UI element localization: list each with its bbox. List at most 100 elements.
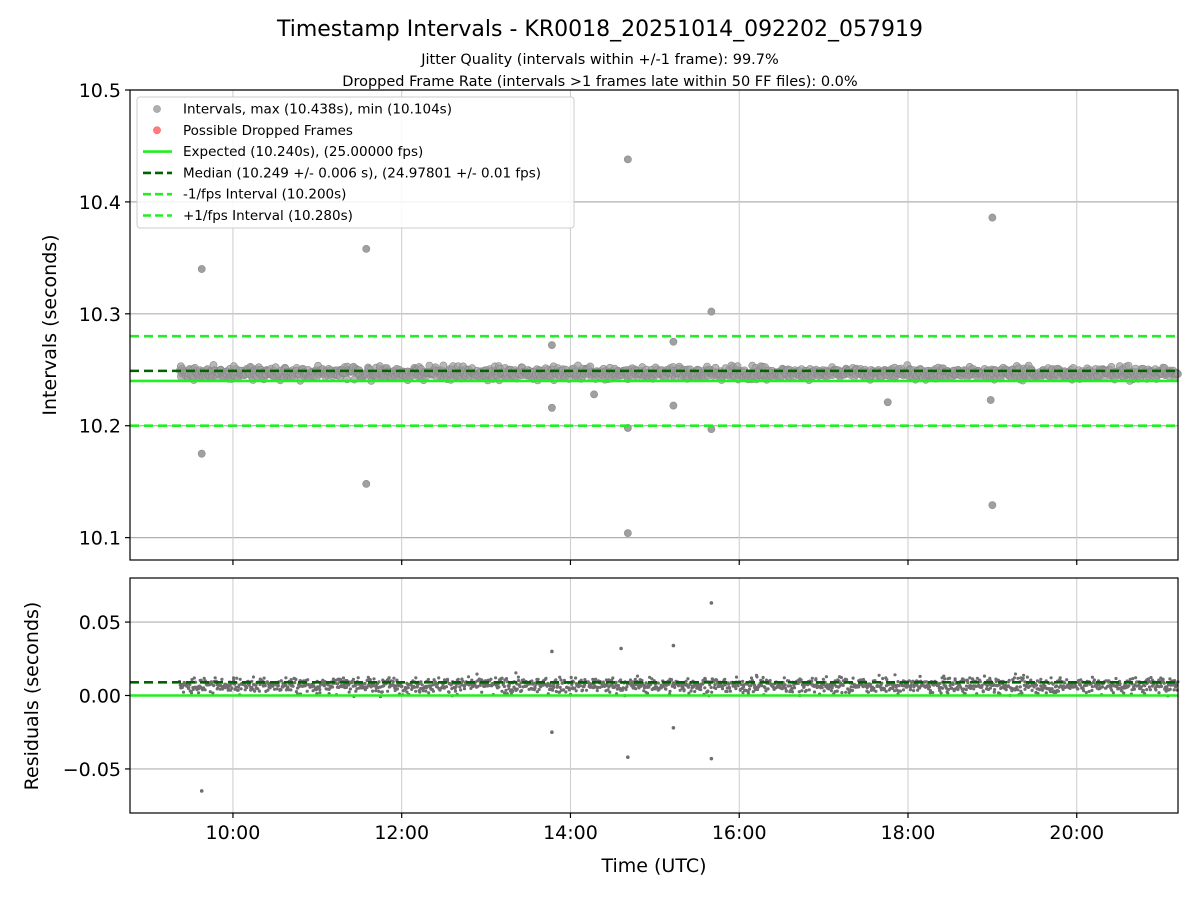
residual-point bbox=[962, 687, 966, 691]
legend: Intervals, max (10.438s), min (10.104s) P… bbox=[136, 96, 575, 229]
residual-point bbox=[437, 676, 441, 680]
residual-point bbox=[727, 686, 732, 690]
residual-point bbox=[610, 683, 614, 687]
residual-point bbox=[1051, 682, 1055, 686]
residual-point bbox=[888, 686, 892, 691]
residual-point bbox=[720, 687, 725, 691]
residual-point bbox=[279, 688, 283, 692]
residual-point bbox=[449, 683, 453, 687]
residual-point bbox=[459, 688, 463, 692]
x-axis-label: Time (UTC) bbox=[600, 855, 706, 877]
residual-point bbox=[1161, 677, 1165, 681]
residual-point bbox=[365, 678, 369, 683]
chart-subtitle-jitter: Jitter Quality (intervals within +/-1 fr… bbox=[420, 52, 779, 68]
residual-point bbox=[723, 683, 727, 687]
residual-point bbox=[1004, 688, 1008, 692]
residual-point bbox=[728, 689, 733, 693]
residual-point bbox=[1157, 678, 1161, 682]
interval-outlier-point bbox=[623, 529, 632, 538]
residual-point bbox=[824, 675, 829, 679]
interval-outlier-point bbox=[883, 398, 892, 407]
residual-point bbox=[766, 687, 770, 691]
residual-point bbox=[839, 675, 844, 680]
residuals-y-tick-label: 0.05 bbox=[79, 612, 121, 634]
residual-point bbox=[992, 690, 996, 694]
residual-point bbox=[356, 676, 360, 680]
residual-point bbox=[928, 685, 932, 689]
residual-point bbox=[326, 683, 330, 687]
residual-point bbox=[790, 686, 794, 690]
residual-point bbox=[727, 682, 731, 686]
residual-point bbox=[928, 689, 933, 693]
residual-point bbox=[573, 686, 577, 690]
residual-point bbox=[341, 676, 346, 680]
residual-point bbox=[1114, 676, 1118, 681]
residual-point bbox=[480, 690, 484, 694]
residual-point bbox=[676, 684, 681, 688]
residual-point bbox=[515, 687, 519, 691]
interval-point bbox=[1124, 361, 1133, 370]
residual-point bbox=[966, 680, 970, 685]
residual-point bbox=[682, 688, 686, 692]
residual-point bbox=[830, 686, 834, 690]
residual-point bbox=[994, 677, 998, 681]
residual-point bbox=[633, 677, 637, 682]
residual-point bbox=[1127, 684, 1131, 688]
residual-point bbox=[192, 676, 196, 680]
legend-label: -1/fps Interval (10.200s) bbox=[183, 187, 346, 203]
residual-point bbox=[939, 691, 943, 695]
residual-point bbox=[747, 687, 752, 691]
residual-point bbox=[419, 680, 423, 684]
residual-point bbox=[595, 689, 599, 693]
residual-outlier-point bbox=[199, 789, 204, 793]
residual-point bbox=[551, 688, 555, 692]
residual-point bbox=[693, 689, 697, 694]
residual-point bbox=[988, 686, 993, 690]
interval-outlier-point bbox=[197, 265, 206, 273]
residual-point bbox=[272, 687, 277, 691]
residual-point bbox=[625, 685, 629, 689]
residual-point bbox=[475, 672, 479, 676]
residual-point bbox=[504, 688, 508, 692]
residual-point bbox=[810, 676, 814, 680]
intervals-x-ticks bbox=[232, 560, 1078, 565]
residual-point bbox=[303, 684, 307, 688]
residual-point bbox=[254, 683, 258, 687]
intervals-y-tick-label: 10.5 bbox=[79, 80, 121, 102]
residual-point bbox=[275, 687, 279, 691]
residual-point bbox=[997, 683, 1002, 687]
residual-point bbox=[1162, 681, 1166, 685]
residual-point bbox=[189, 691, 194, 695]
residual-point bbox=[596, 685, 600, 689]
residual-point bbox=[1023, 680, 1027, 684]
residual-point bbox=[701, 678, 705, 683]
residual-point bbox=[764, 689, 768, 693]
residual-point bbox=[1146, 677, 1151, 681]
residual-point bbox=[1044, 691, 1048, 695]
residual-point bbox=[188, 683, 192, 687]
residual-point bbox=[507, 687, 511, 691]
residual-point bbox=[749, 676, 754, 680]
x-tick-label: 16:00 bbox=[712, 822, 767, 844]
legend-label: Possible Dropped Frames bbox=[183, 123, 353, 139]
residual-point bbox=[444, 685, 449, 689]
residual-point bbox=[570, 682, 574, 687]
residual-point bbox=[648, 675, 652, 679]
residual-point bbox=[1019, 676, 1023, 680]
residual-point bbox=[354, 683, 358, 687]
residual-point bbox=[558, 685, 562, 690]
residual-point bbox=[944, 684, 948, 688]
residual-point bbox=[1032, 685, 1036, 689]
residual-point bbox=[426, 677, 430, 682]
residual-point bbox=[221, 687, 225, 691]
residual-point bbox=[414, 689, 418, 693]
residual-point bbox=[202, 676, 206, 680]
residual-point bbox=[380, 690, 384, 694]
residual-point bbox=[844, 690, 848, 694]
residual-point bbox=[216, 686, 220, 690]
residual-point bbox=[289, 688, 293, 692]
residual-outlier-point bbox=[671, 643, 676, 648]
residual-point bbox=[725, 689, 729, 694]
residual-point bbox=[559, 678, 563, 682]
residual-point bbox=[885, 678, 889, 682]
